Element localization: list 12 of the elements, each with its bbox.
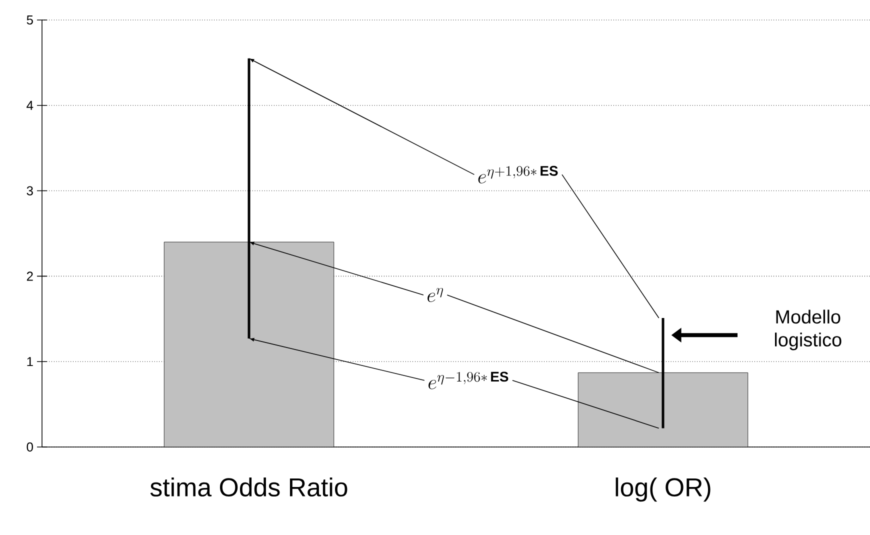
y-tick-label: 5 (26, 15, 33, 25)
y-tick-label: 3 (26, 186, 33, 196)
annotation: Modello logistico (775, 310, 842, 350)
y-tick-label: 4 (26, 100, 34, 110)
x-tick-label: stima Odds Ratio (150, 478, 348, 497)
y-tick-label: 2 (26, 272, 33, 281)
y-tick-label: 1 (27, 357, 33, 366)
x-tick-label: log( OR) (616, 478, 710, 502)
y-tick-label: 0 (26, 442, 33, 452)
annotation: $e^{\eta}$ (428, 288, 443, 302)
annotation: $e^{\eta-1{,}96*\,\mathbf{ES}}$ (428, 372, 508, 390)
annotation: $e^{\eta+1{,}96*\,\mathbf{ES}}$ (478, 166, 558, 184)
